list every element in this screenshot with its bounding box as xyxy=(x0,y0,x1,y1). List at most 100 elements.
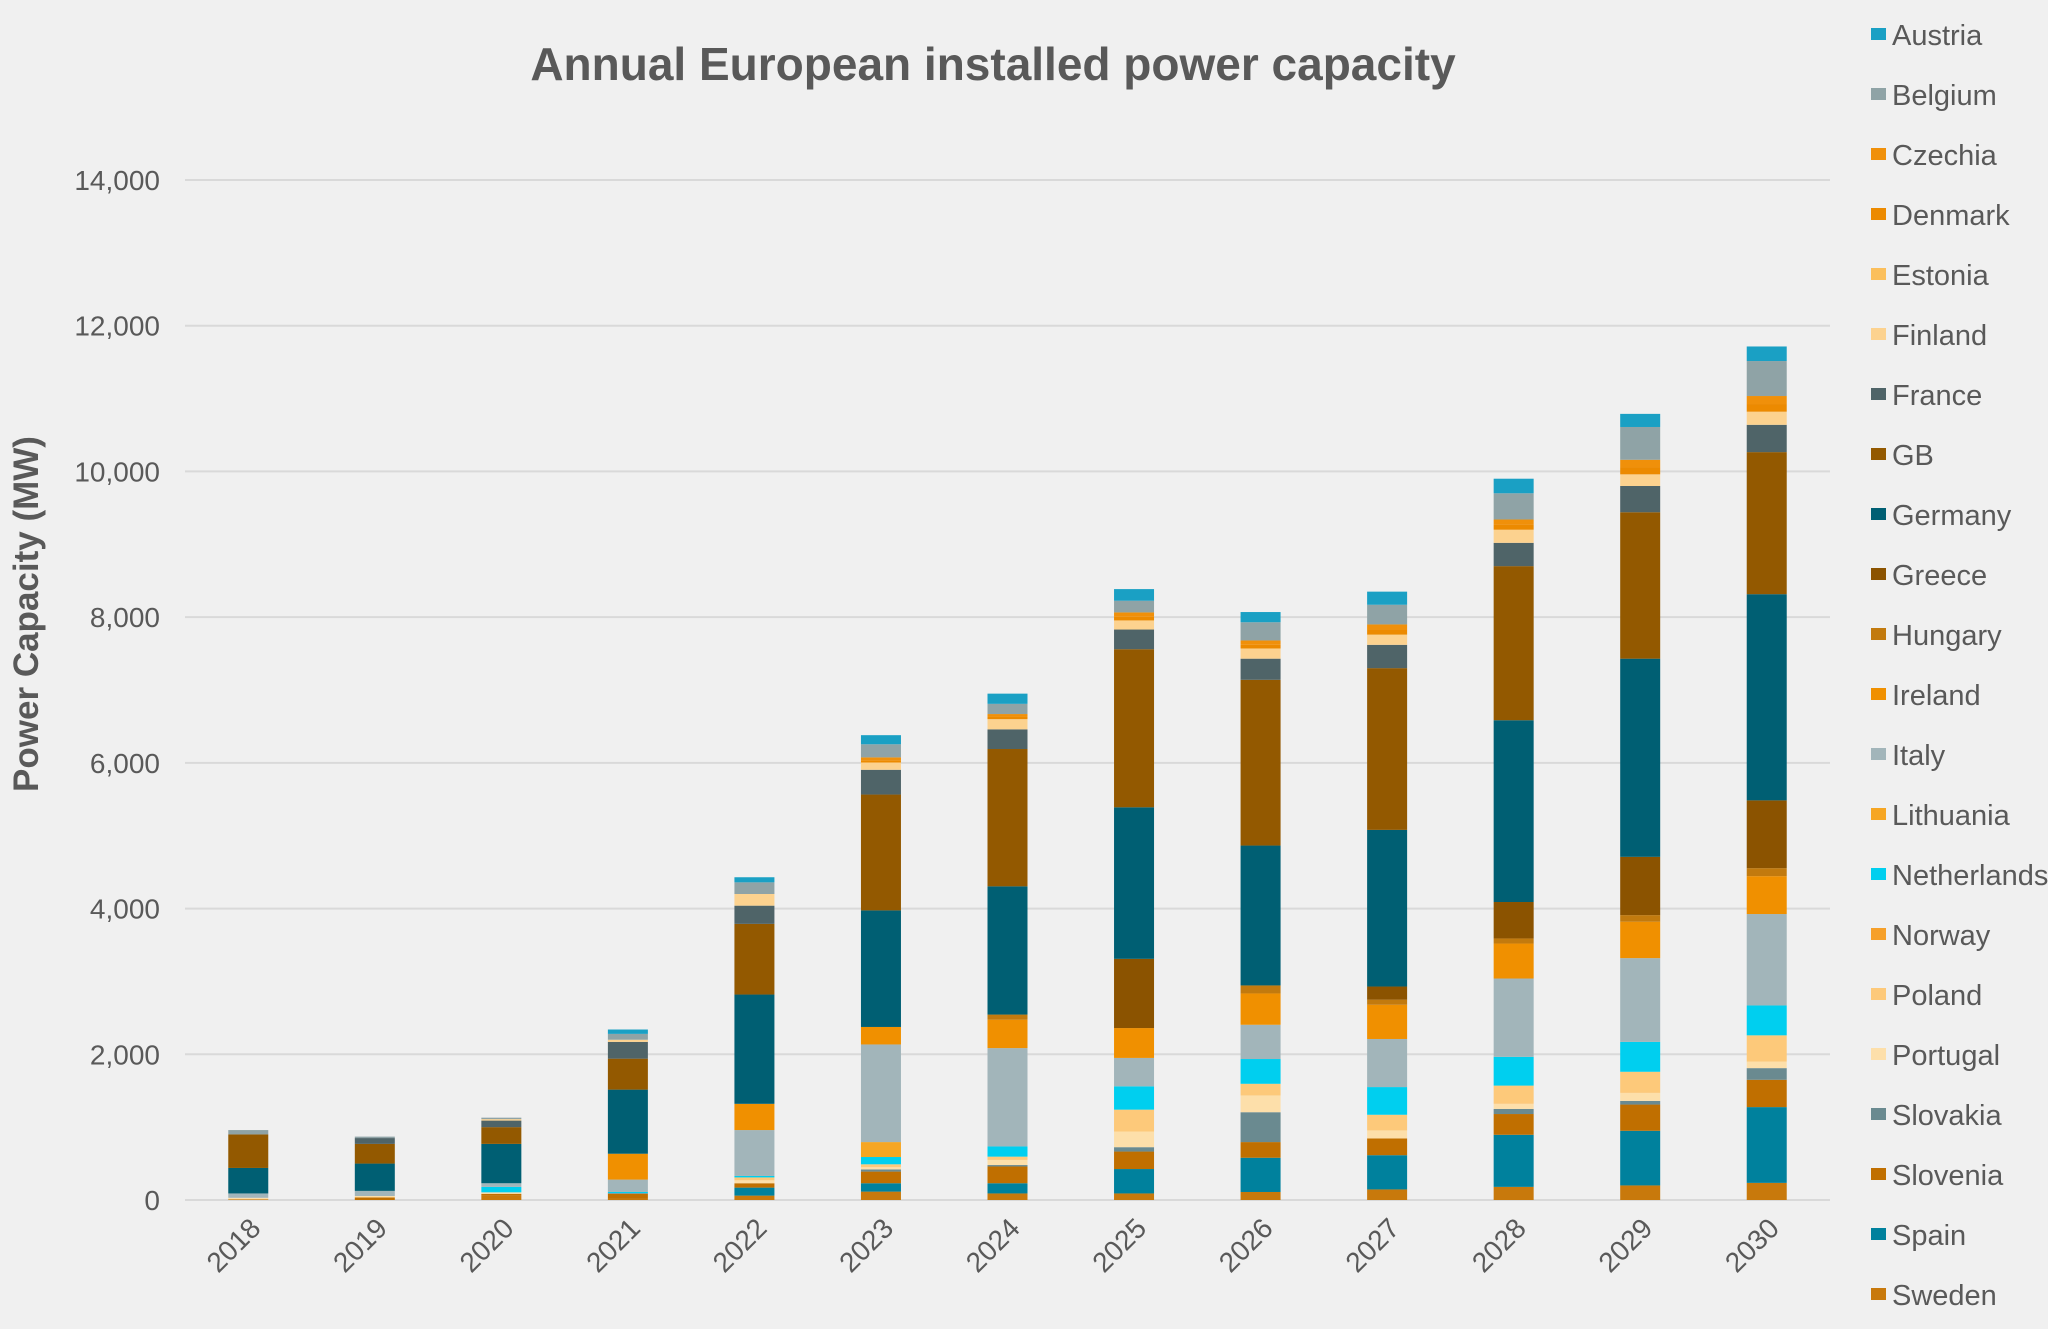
bar-2024 xyxy=(987,693,1028,1200)
bar-segment-spain xyxy=(1620,1130,1661,1186)
bar-segment-belgium xyxy=(1114,600,1155,613)
bar-segment-hungary xyxy=(1493,938,1534,944)
bar-segment-czechia xyxy=(1746,396,1787,405)
legend-item-gb[interactable]: GB xyxy=(1871,440,1934,472)
legend-item-poland[interactable]: Poland xyxy=(1871,980,1982,1012)
bar-segment-france xyxy=(1367,644,1408,669)
legend-swatch xyxy=(1871,1288,1886,1300)
legend-label: Italy xyxy=(1892,740,1946,772)
y-tick-label: 4,000 xyxy=(90,894,160,925)
bar-segment-slovenia xyxy=(987,1166,1028,1184)
bar-2021 xyxy=(607,1029,648,1200)
bar-segment-netherlands xyxy=(1367,1087,1408,1115)
bar-segment-poland xyxy=(860,1164,901,1168)
bar-segment-france xyxy=(1493,542,1534,567)
bar-2026 xyxy=(1240,612,1281,1200)
legend-item-finland[interactable]: Finland xyxy=(1871,320,1987,352)
y-tick-label: 6,000 xyxy=(90,748,160,779)
bar-segment-portugal xyxy=(1367,1130,1408,1139)
bar-segment-slovenia xyxy=(1114,1151,1155,1170)
legend-item-italy[interactable]: Italy xyxy=(1871,740,1946,772)
legend-label: Czechia xyxy=(1892,140,1998,172)
x-tick-label: 2023 xyxy=(833,1212,899,1278)
legend-swatch xyxy=(1871,28,1886,40)
legend-item-denmark[interactable]: Denmark xyxy=(1871,200,2010,232)
bar-segment-ireland xyxy=(860,1026,901,1045)
bar-segment-ireland xyxy=(1367,1004,1408,1039)
y-tick-label: 10,000 xyxy=(74,456,160,487)
legend-item-hungary[interactable]: Hungary xyxy=(1871,620,2002,652)
bar-segment-poland xyxy=(987,1156,1028,1160)
bar-segment-belgium xyxy=(1367,604,1408,625)
bar-segment-netherlands xyxy=(1746,1005,1787,1036)
bar-segment-ireland xyxy=(1240,993,1281,1025)
bar-segment-portugal xyxy=(987,1159,1028,1166)
bar-segment-gb xyxy=(860,794,901,911)
x-tick-label: 2027 xyxy=(1339,1212,1405,1278)
legend-swatch xyxy=(1871,1048,1886,1060)
legend-label: Hungary xyxy=(1892,620,2002,652)
bar-segment-slovenia xyxy=(1493,1114,1534,1135)
bar-segment-germany xyxy=(354,1163,395,1191)
legend-item-france[interactable]: France xyxy=(1871,380,1982,412)
legend-swatch xyxy=(1871,808,1886,820)
bar-segment-germany xyxy=(1493,720,1534,903)
legend-label: Norway xyxy=(1892,920,1991,952)
bar-segment-germany xyxy=(860,910,901,1027)
legend-item-ireland[interactable]: Ireland xyxy=(1871,680,1981,712)
legend-item-netherlands[interactable]: Netherlands xyxy=(1871,860,2048,892)
bar-2019 xyxy=(354,1136,395,1200)
legend-swatch xyxy=(1871,508,1886,520)
bar-segment-germany xyxy=(1240,845,1281,986)
legend-item-portugal[interactable]: Portugal xyxy=(1871,1040,2000,1072)
bar-segment-portugal xyxy=(860,1167,901,1170)
bar-segment-finland xyxy=(481,1119,522,1121)
x-axis-ticks: 2018 2019 2020 2021 2022 2023 2024 2025 2026 2027… xyxy=(201,1212,1785,1278)
bars xyxy=(228,346,1787,1200)
bar-segment-portugal xyxy=(228,1197,269,1200)
bar-segment-netherlands xyxy=(860,1157,901,1165)
legend-label: Finland xyxy=(1892,320,1987,352)
legend-label: Denmark xyxy=(1892,200,2010,232)
legend-item-slovakia[interactable]: Slovakia xyxy=(1871,1100,2002,1132)
legend-item-lithuania[interactable]: Lithuania xyxy=(1871,800,2011,832)
legend-swatch xyxy=(1871,1108,1886,1120)
y-tick-label: 8,000 xyxy=(90,602,160,633)
bar-segment-ireland xyxy=(1746,876,1787,915)
bar-segment-netherlands xyxy=(734,1175,775,1178)
bar-segment-finland xyxy=(1367,634,1408,645)
bar-segment-spain xyxy=(1240,1157,1281,1192)
bar-segment-belgium xyxy=(607,1033,648,1040)
legend-item-spain[interactable]: Spain xyxy=(1871,1220,1966,1252)
x-tick-label: 2029 xyxy=(1592,1212,1658,1278)
legend-item-germany[interactable]: Germany xyxy=(1871,500,2012,532)
bar-segment-sweden xyxy=(1240,1191,1281,1200)
bar-segment-hungary xyxy=(1746,868,1787,877)
bar-segment-hungary xyxy=(1240,985,1281,994)
bar-segment-slovenia xyxy=(734,1183,775,1188)
bar-segment-slovenia xyxy=(860,1171,901,1184)
bar-segment-finland xyxy=(607,1039,648,1042)
bar-segment-poland xyxy=(1493,1085,1534,1104)
legend-item-norway[interactable]: Norway xyxy=(1871,920,1991,952)
bar-segment-poland xyxy=(1620,1071,1661,1093)
x-tick-label: 2019 xyxy=(327,1212,393,1278)
legend-item-slovenia[interactable]: Slovenia xyxy=(1871,1160,2004,1192)
legend-label: Greece xyxy=(1892,560,1987,592)
bar-segment-austria xyxy=(1493,478,1534,494)
legend-swatch xyxy=(1871,268,1886,280)
bar-segment-belgium xyxy=(1493,493,1534,520)
legend: Austria Belgium Czechia Denmark Estonia Finla… xyxy=(1871,20,2048,1312)
legend-item-czechia[interactable]: Czechia xyxy=(1871,140,1998,172)
legend-swatch xyxy=(1871,88,1886,100)
legend-item-austria[interactable]: Austria xyxy=(1871,20,1983,52)
legend-item-sweden[interactable]: Sweden xyxy=(1871,1280,1997,1312)
bar-segment-denmark xyxy=(987,716,1028,720)
legend-swatch xyxy=(1871,328,1886,340)
legend-item-estonia[interactable]: Estonia xyxy=(1871,260,1990,292)
bar-segment-sweden xyxy=(1114,1193,1155,1200)
legend-item-belgium[interactable]: Belgium xyxy=(1871,80,1997,112)
legend-item-greece[interactable]: Greece xyxy=(1871,560,1987,592)
legend-label: Poland xyxy=(1892,980,1982,1012)
